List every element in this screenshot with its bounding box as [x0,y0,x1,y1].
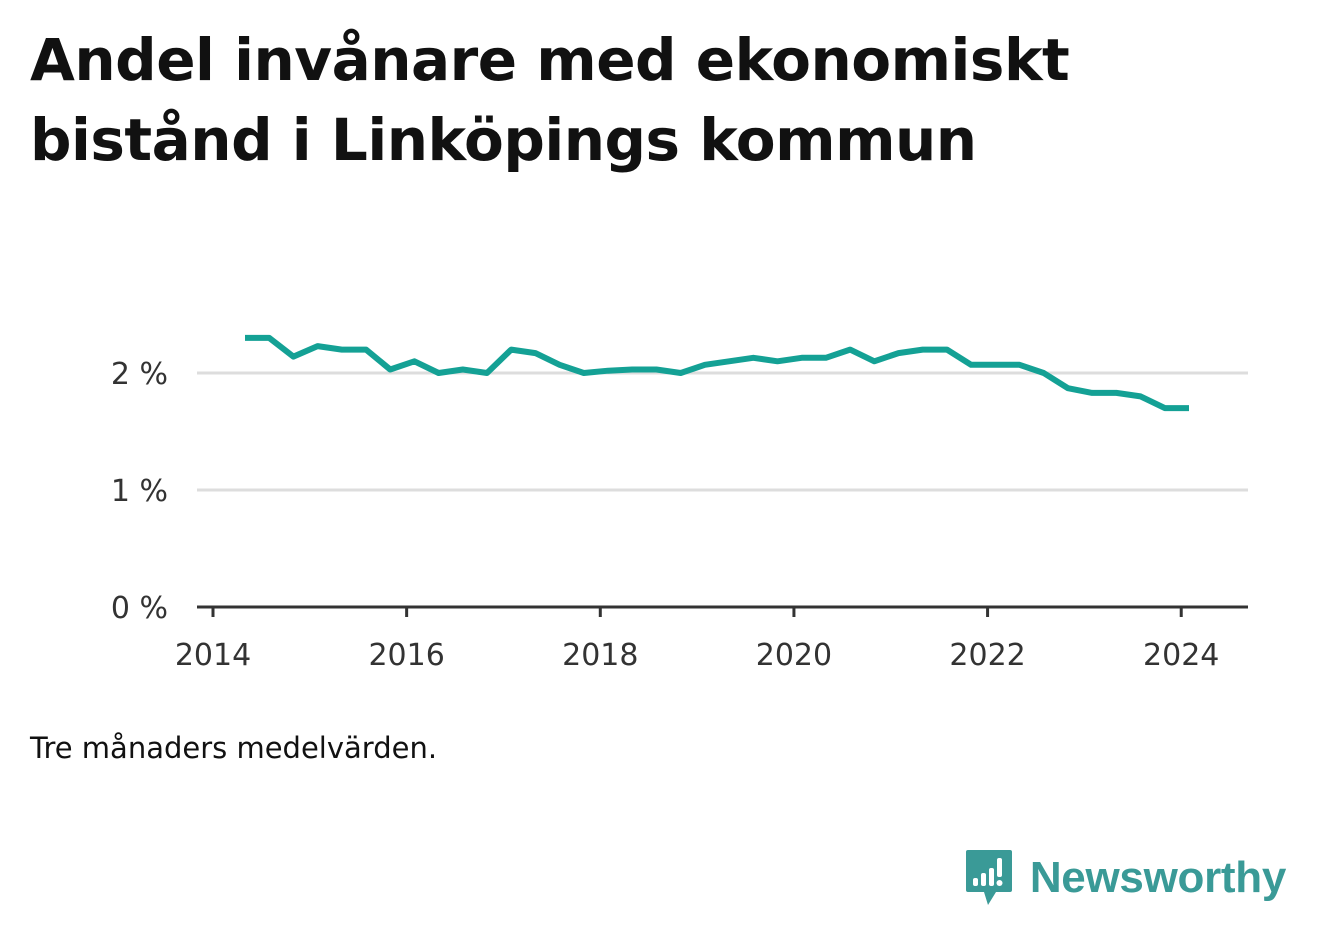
chart-note: Tre månaders medelvärden. [30,731,438,765]
plot-area [245,334,1189,412]
x-tick-label: 2022 [949,638,1025,673]
newsworthy-icon [965,850,1012,905]
y-tick-label: 1 % [111,474,168,509]
series-line-0 [245,334,1189,412]
x-tick-label: 2020 [756,638,832,673]
x-tick-label: 2018 [562,638,638,673]
x-axis: 2014 2016 2018 2020 2022 2024 [175,605,1248,673]
y-tick-label: 0 % [111,591,168,626]
x-tick-label: 2014 [175,638,251,673]
newsworthy-logo[interactable]: Newsworthy [964,848,1286,908]
x-tick-label: 2016 [368,638,444,673]
chart-title: Andel invånare med ekonomiskt bistånd i … [30,26,1070,174]
y-tick-label: 2 % [111,357,168,392]
line-chart: 0 % 1 % 2 % 2014 2016 2018 2020 2022 2024 [111,334,1248,673]
x-tick-label: 2024 [1143,638,1219,673]
y-axis-ticks: 0 % 1 % 2 % [111,357,168,626]
brand-name: Newsworthy [1029,853,1286,902]
grid-lines [197,371,1248,492]
